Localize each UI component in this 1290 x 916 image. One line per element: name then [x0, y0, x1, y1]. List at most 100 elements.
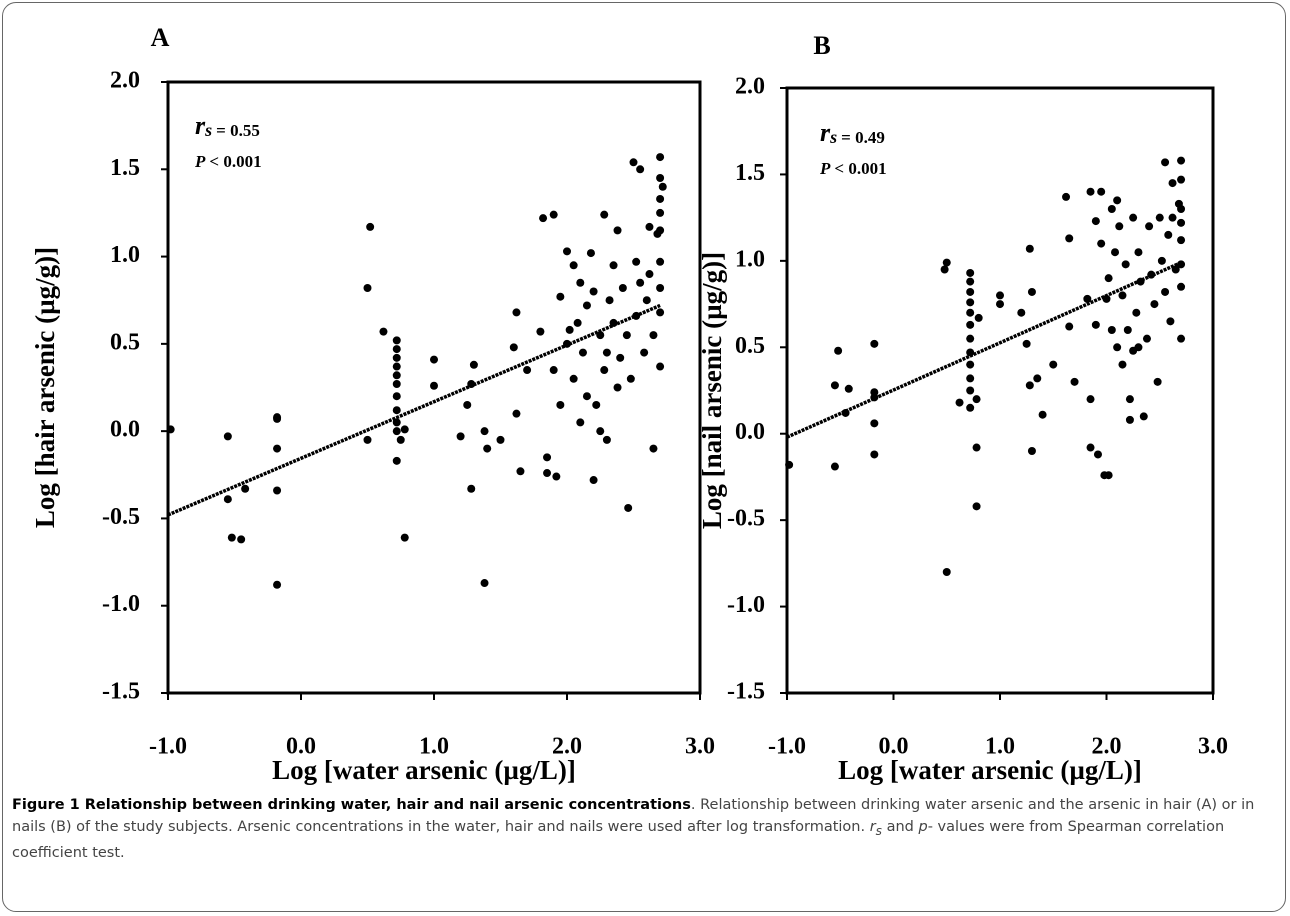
y-tick-label: 0.0 [110, 417, 140, 443]
caption-title: Figure 1 Relationship between drinking w… [12, 797, 691, 813]
data-point [649, 444, 658, 453]
data-point [1166, 317, 1175, 326]
y-tick-label: 1.0 [110, 242, 140, 268]
data-point [1168, 213, 1177, 222]
data-point [1111, 248, 1120, 257]
data-point [523, 366, 532, 375]
data-point [605, 296, 614, 305]
stat-annotation: rs = 0.49 [820, 118, 885, 147]
data-point [549, 366, 558, 375]
data-point [480, 579, 489, 588]
data-point [569, 374, 578, 383]
data-point [966, 334, 975, 343]
data-point [512, 308, 521, 317]
figure: A -1.5 -1.0 -0.5 0.0 0.5 1.0 1.5 2.0 -1.0 0.0 1.0 2.… [30, 23, 1228, 785]
data-point [966, 374, 975, 383]
data-point [392, 406, 401, 415]
y-tick-label: 0.0 [735, 419, 765, 445]
data-point [1161, 158, 1170, 167]
data-point [589, 476, 598, 485]
data-point [273, 580, 282, 589]
data-point [656, 194, 665, 203]
data-point [870, 419, 879, 428]
data-point [1177, 334, 1186, 343]
data-point [966, 298, 975, 307]
data-point [1102, 294, 1111, 303]
data-point [1177, 236, 1186, 245]
data-point [1142, 334, 1151, 343]
data-point [966, 308, 975, 317]
p-value: < 0.001 [834, 159, 886, 178]
x-axis-title: Log [water arsenic (µg/L)] [272, 755, 576, 785]
x-tick-label: 0.0 [879, 734, 909, 760]
data-point [656, 362, 665, 371]
data-point [1118, 360, 1127, 369]
data-point [626, 374, 635, 383]
data-point [1177, 218, 1186, 227]
data-point [556, 400, 565, 409]
p-symbol: P [194, 152, 206, 171]
data-point [972, 395, 981, 404]
data-point [609, 318, 618, 327]
data-point [1147, 270, 1156, 279]
data-point [392, 427, 401, 436]
data-point [1086, 443, 1095, 452]
y-tick-label: -0.5 [102, 504, 140, 530]
data-point [1027, 287, 1036, 296]
data-point [400, 425, 409, 434]
data-point [582, 392, 591, 401]
caption-text: - values were from Spearman correlation … [12, 819, 1225, 861]
data-point [966, 287, 975, 296]
data-point [467, 484, 476, 493]
x-tick-label: -1.0 [149, 734, 187, 760]
data-point [1091, 217, 1100, 226]
data-point [539, 214, 548, 223]
data-point [972, 443, 981, 452]
data-point [576, 418, 585, 427]
data-point [656, 174, 665, 183]
data-point [1022, 339, 1031, 348]
data-point [512, 409, 521, 418]
data-point [273, 486, 282, 495]
data-point [509, 343, 518, 352]
y-tick-label: 0.5 [110, 329, 140, 355]
data-point [830, 381, 839, 390]
data-point [573, 318, 582, 327]
data-point [841, 408, 850, 417]
data-point [392, 418, 401, 427]
y-tick-label: -1.0 [102, 591, 140, 617]
data-point [656, 308, 665, 317]
data-point [656, 257, 665, 266]
data-point [972, 502, 981, 511]
data-point [966, 277, 975, 286]
data-point [166, 425, 175, 434]
data-point [392, 380, 401, 389]
panel-label: B [813, 31, 830, 60]
data-point [642, 296, 651, 305]
data-point [1136, 277, 1145, 286]
data-point [1177, 175, 1186, 184]
data-point [392, 392, 401, 401]
data-point [563, 339, 571, 348]
data-point [1115, 222, 1124, 231]
data-point [1118, 291, 1127, 300]
data-point [589, 287, 598, 296]
data-point [1025, 381, 1034, 390]
data-point [942, 568, 951, 576]
stat-value: = 0.49 [841, 128, 885, 147]
data-point [366, 222, 375, 231]
data-point [1097, 187, 1106, 196]
data-point [241, 484, 250, 493]
data-point [1062, 192, 1071, 201]
data-point [1097, 239, 1106, 248]
data-point [618, 283, 627, 292]
panel-label: A [151, 23, 170, 52]
data-point [496, 435, 505, 444]
data-point [629, 158, 638, 167]
data-point [430, 381, 438, 390]
data-point [556, 292, 565, 301]
x-tick-label: 2.0 [1092, 734, 1122, 760]
data-point [1104, 274, 1113, 283]
data-point [645, 270, 654, 279]
